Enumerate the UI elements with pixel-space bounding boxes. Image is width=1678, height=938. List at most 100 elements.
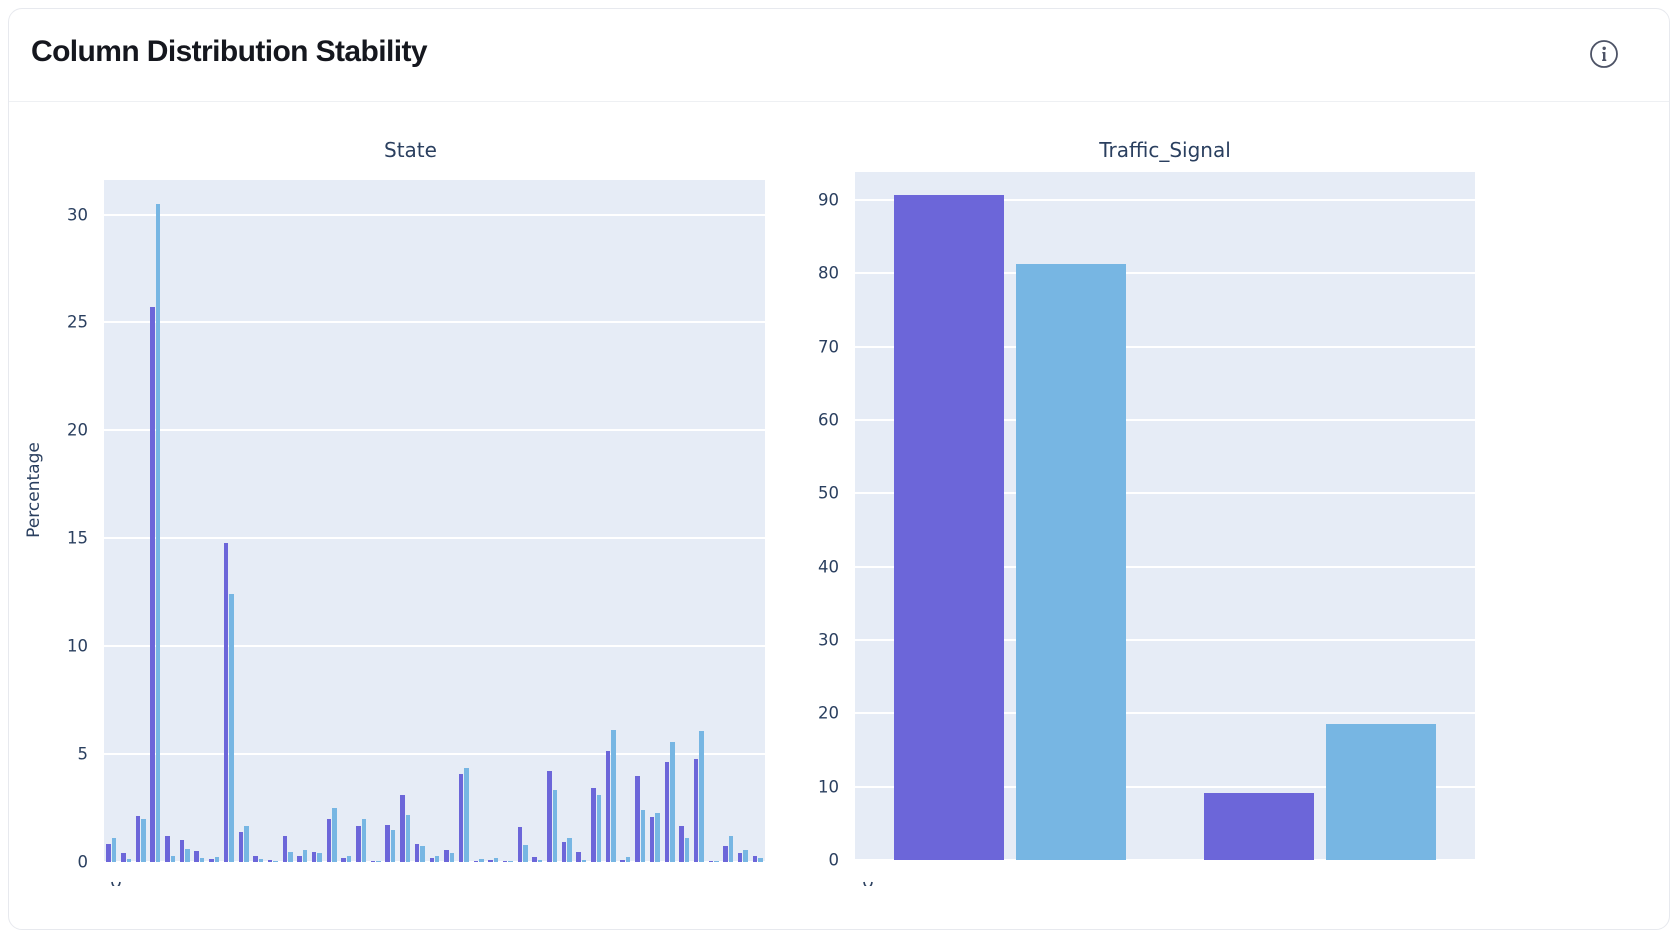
state-bar-series-2-cat26[interactable] (493, 857, 499, 862)
state-bar-series-1-cat41[interactable] (708, 860, 714, 862)
state-bar-series-1-cat10[interactable] (253, 855, 258, 862)
state-bar-series-1-cat44[interactable] (752, 855, 758, 862)
state-bar-series-1-cat6[interactable] (194, 851, 199, 862)
state-bar-series-2-cat19[interactable] (390, 829, 396, 862)
state-bar-series-1-cat21[interactable] (414, 843, 420, 862)
state-bar-series-2-cat29[interactable] (537, 859, 543, 862)
state-bar-series-2-cat9[interactable] (244, 826, 249, 862)
state-bar-series-2-cat10[interactable] (258, 858, 264, 862)
state-bar-series-1-cat27[interactable] (502, 860, 508, 862)
state-bar-series-2-cat40[interactable] (699, 731, 704, 862)
state-bar-series-1-cat39[interactable] (679, 826, 684, 862)
state-bar-series-2-cat0[interactable] (111, 838, 117, 862)
state-bar-series-1-cat0[interactable] (106, 843, 111, 862)
state-bar-series-1-cat34[interactable] (605, 750, 611, 862)
state-bar-series-1-cat16[interactable] (341, 857, 346, 862)
state-bar-series-1-cat33[interactable] (591, 787, 596, 862)
traffic-signal-plot-area[interactable] (855, 172, 1475, 860)
state-bar-series-2-cat17[interactable] (361, 818, 367, 862)
state-bar-series-2-cat5[interactable] (185, 849, 190, 862)
state-bar-series-1-cat2[interactable] (135, 815, 141, 862)
state-bar-series-1-cat17[interactable] (356, 826, 361, 862)
state-bar-series-2-cat34[interactable] (611, 730, 616, 862)
state-bar-series-1-cat38[interactable] (664, 761, 670, 862)
state-bar-series-1-cat36[interactable] (635, 775, 640, 862)
state-bar-series-1-cat31[interactable] (561, 841, 567, 862)
state-bar-series-2-cat42[interactable] (728, 836, 734, 862)
info-icon[interactable] (1589, 39, 1619, 69)
state-bar-series-1-cat14[interactable] (311, 852, 317, 862)
state-bar-series-1-cat20[interactable] (400, 795, 405, 862)
state-bar-series-2-cat16[interactable] (346, 855, 352, 862)
state-bar-series-2-cat43[interactable] (743, 850, 748, 862)
state-bar-series-1-cat40[interactable] (693, 759, 699, 862)
state-bar-series-2-cat7[interactable] (214, 856, 220, 862)
traffic-signal-bar-series-2-cat0[interactable] (1016, 263, 1126, 860)
state-bar-series-1-cat3[interactable] (150, 307, 155, 862)
state-bar-series-2-cat4[interactable] (170, 855, 176, 862)
state-bar-series-2-cat12[interactable] (288, 852, 293, 862)
state-bar-series-2-cat24[interactable] (464, 768, 469, 862)
state-bar-series-1-cat24[interactable] (458, 773, 464, 862)
state-bar-series-2-cat27[interactable] (508, 860, 513, 862)
state-bar-series-2-cat20[interactable] (405, 814, 411, 862)
state-plot-area[interactable] (104, 180, 765, 862)
state-bar-series-2-cat14[interactable] (317, 853, 322, 862)
state-bar-series-1-cat30[interactable] (547, 771, 552, 862)
state-bar-series-1-cat8[interactable] (223, 542, 229, 862)
state-bar-series-2-cat22[interactable] (434, 855, 440, 862)
state-bar-series-2-cat33[interactable] (596, 795, 602, 862)
state-bar-series-2-cat31[interactable] (567, 838, 572, 862)
state-bar-series-2-cat23[interactable] (449, 853, 455, 862)
state-bar-series-2-cat35[interactable] (625, 856, 631, 862)
traffic-signal-bar-series-2-cat1[interactable] (1326, 723, 1436, 860)
state-bar-series-1-cat5[interactable] (179, 840, 185, 862)
state-bar-series-1-cat1[interactable] (121, 853, 126, 862)
state-bar-series-1-cat15[interactable] (326, 818, 332, 862)
state-bar-series-2-cat38[interactable] (670, 742, 675, 862)
state-bar-series-1-cat18[interactable] (370, 860, 376, 862)
state-bar-series-2-cat1[interactable] (126, 858, 131, 862)
state-bar-series-1-cat29[interactable] (532, 856, 537, 862)
state-bar-series-1-cat19[interactable] (385, 825, 390, 862)
state-bar-series-1-cat28[interactable] (517, 827, 523, 862)
state-bar-series-1-cat22[interactable] (429, 857, 434, 862)
state-bar-series-2-cat32[interactable] (581, 859, 587, 862)
state-bar-series-2-cat11[interactable] (273, 860, 278, 862)
state-bar-series-1-cat12[interactable] (282, 836, 288, 862)
state-bar-series-1-cat32[interactable] (576, 852, 581, 862)
traffic-signal-bar-series-1-cat1[interactable] (1204, 792, 1314, 860)
state-bar-series-1-cat7[interactable] (209, 858, 214, 862)
state-bar-series-2-cat36[interactable] (640, 810, 646, 862)
traffic-signal-y-axis-ticks: 0 10 20 30 40 50 60 70 80 90 (759, 172, 847, 869)
state-bar-series-2-cat2[interactable] (141, 818, 146, 862)
state-bar-series-1-cat43[interactable] (737, 853, 743, 862)
state-bar-series-1-cat25[interactable] (473, 860, 479, 862)
state-bar-series-2-cat6[interactable] (199, 857, 205, 862)
state-bar-series-2-cat28[interactable] (523, 844, 528, 862)
gridline (855, 712, 1475, 715)
state-bar-series-2-cat41[interactable] (714, 860, 719, 862)
state-bar-series-2-cat21[interactable] (420, 845, 425, 862)
state-bar-series-1-cat9[interactable] (238, 831, 244, 862)
state-bar-series-2-cat25[interactable] (479, 858, 484, 862)
traffic-signal-bar-series-1-cat0[interactable] (894, 194, 1004, 860)
state-bar-series-2-cat39[interactable] (684, 838, 690, 862)
state-bar-series-1-cat23[interactable] (444, 850, 449, 862)
state-bar-series-2-cat37[interactable] (655, 813, 660, 862)
state-bar-series-1-cat42[interactable] (723, 845, 728, 862)
state-bar-series-1-cat26[interactable] (488, 859, 493, 862)
state-bar-series-2-cat3[interactable] (155, 203, 161, 862)
state-bar-series-1-cat37[interactable] (649, 816, 655, 862)
state-bar-series-1-cat13[interactable] (297, 855, 302, 862)
state-bar-series-2-cat18[interactable] (376, 860, 381, 862)
state-bar-series-1-cat35[interactable] (620, 859, 625, 862)
state-bar-series-2-cat15[interactable] (332, 808, 337, 862)
state-bar-series-2-cat13[interactable] (302, 850, 308, 862)
gridline (855, 198, 1475, 201)
state-bar-series-2-cat30[interactable] (552, 789, 557, 862)
state-bar-series-1-cat11[interactable] (267, 859, 273, 862)
state-bar-series-2-cat8[interactable] (229, 594, 234, 862)
state-bar-series-1-cat4[interactable] (165, 836, 170, 862)
state-bar-series-2-cat44[interactable] (758, 857, 763, 862)
